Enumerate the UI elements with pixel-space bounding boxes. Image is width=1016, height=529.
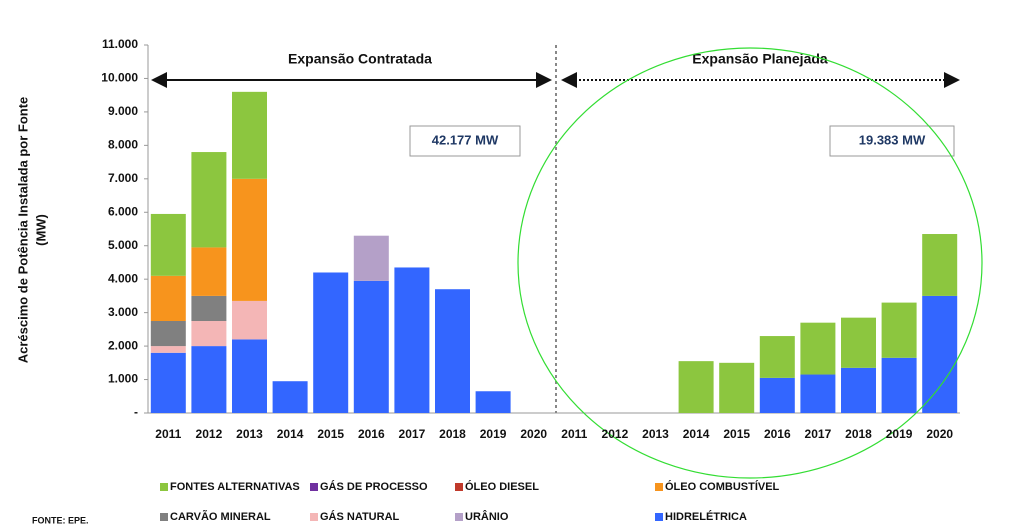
- legend-swatch: [655, 483, 663, 491]
- y-tick-label: 7.000: [108, 171, 138, 185]
- legend-label: HIDRELÉTRICA: [665, 510, 747, 523]
- x-tick-label: 2017: [399, 427, 426, 441]
- y-tick-label: 4.000: [108, 271, 138, 285]
- bar-segment: [150, 213, 186, 276]
- bar-segment: [922, 295, 958, 413]
- annotation-box: [409, 125, 521, 157]
- y-tick-label: 1.000: [108, 372, 138, 386]
- y-tick-label: 3.000: [108, 305, 138, 319]
- legend-label: ÓLEO DIESEL: [465, 480, 539, 493]
- legend-label: FONTES ALTERNATIVAS: [170, 481, 300, 493]
- legend-label: ÓLEO COMBUSTÍVEL: [665, 480, 780, 493]
- bar-segment: [475, 391, 511, 413]
- y-tick-label: 11.000: [102, 37, 138, 51]
- y-tick-label: 10.000: [101, 71, 138, 85]
- bar-segment: [759, 377, 795, 413]
- x-tick-label: 2011: [561, 427, 587, 441]
- bar-segment: [232, 339, 267, 413]
- y-tick-label: 2.000: [108, 338, 138, 352]
- bar-segment: [353, 235, 389, 281]
- x-tick-label: 2015: [317, 427, 344, 441]
- bar-segment: [800, 374, 836, 413]
- bar-segment: [150, 275, 186, 321]
- bar-segment: [394, 267, 430, 413]
- bar-segment: [881, 357, 917, 413]
- x-tick-label: 2018: [845, 427, 872, 441]
- bar-segment: [150, 346, 186, 353]
- legend-label: URÂNIO: [465, 510, 509, 523]
- x-tick-label: 2020: [926, 427, 953, 441]
- bar-segment: [800, 322, 836, 375]
- bar-segment: [353, 280, 389, 413]
- x-tick-label: 2012: [602, 427, 629, 441]
- bar-segment: [232, 300, 267, 340]
- x-tick-label: 2016: [764, 427, 791, 441]
- highlight-circle: [517, 47, 983, 479]
- legend-swatch: [455, 513, 463, 521]
- annotation: Expansão Contratada: [288, 51, 432, 67]
- bar-segment: [232, 91, 267, 179]
- bar-segment: [841, 367, 876, 413]
- legend-label: CARVÃO MINERAL: [170, 510, 271, 523]
- bar-segment: [191, 346, 227, 413]
- bar-segment: [150, 321, 186, 347]
- source: FONTE: EPE.: [32, 515, 89, 525]
- x-tick-label: 2014: [277, 427, 304, 441]
- legend-swatch: [655, 513, 663, 521]
- y-axis-label: Acréscimo de Potência Instalada por Font…: [15, 97, 30, 364]
- legend-swatch: [310, 483, 318, 491]
- bar-segment: [191, 247, 227, 296]
- x-tick-label: 2019: [480, 427, 507, 441]
- bar-segment: [150, 352, 186, 413]
- x-tick-label: 2020: [520, 427, 547, 441]
- bar-segment: [191, 152, 227, 248]
- x-tick-label: 2017: [805, 427, 832, 441]
- bar-segment: [719, 362, 755, 413]
- y-tick-label: -: [134, 405, 138, 419]
- y-axis-label: (MW): [33, 214, 48, 246]
- y-tick-label: 5.000: [108, 238, 138, 252]
- bar-segment: [841, 317, 876, 368]
- bar-segment: [191, 295, 227, 321]
- x-tick-label: 2012: [196, 427, 223, 441]
- x-tick-label: 2018: [439, 427, 466, 441]
- x-tick-label: 2014: [683, 427, 710, 441]
- bar-segment: [881, 302, 917, 358]
- bar-segment: [759, 336, 795, 378]
- bar-segment: [435, 289, 470, 413]
- y-tick-label: 6.000: [108, 204, 138, 218]
- x-tick-label: 2011: [155, 427, 181, 441]
- x-tick-label: 2016: [358, 427, 385, 441]
- bar-segment: [678, 361, 714, 413]
- bar-segment: [313, 272, 349, 413]
- x-tick-label: 2013: [642, 427, 669, 441]
- legend-label: GÁS DE PROCESSO: [320, 480, 428, 493]
- legend-swatch: [455, 483, 463, 491]
- legend-swatch: [160, 483, 168, 491]
- annotation: 19.383 MW: [859, 132, 926, 147]
- legend-swatch: [160, 513, 168, 521]
- y-tick-label: 9.000: [108, 104, 138, 118]
- y-tick-label: 8.000: [108, 138, 138, 152]
- legend-label: GÁS NATURAL: [320, 510, 400, 523]
- x-tick-label: 2015: [723, 427, 750, 441]
- x-tick-label: 2019: [886, 427, 913, 441]
- x-tick-label: 2013: [236, 427, 263, 441]
- bar-segment: [922, 234, 958, 296]
- annotation: Expansão Planejada: [692, 51, 828, 67]
- bar-segment: [272, 381, 308, 413]
- annotation: 42.177 MW: [432, 132, 499, 147]
- bar-segment: [232, 178, 267, 301]
- legend-swatch: [310, 513, 318, 521]
- bar-segment: [191, 321, 227, 347]
